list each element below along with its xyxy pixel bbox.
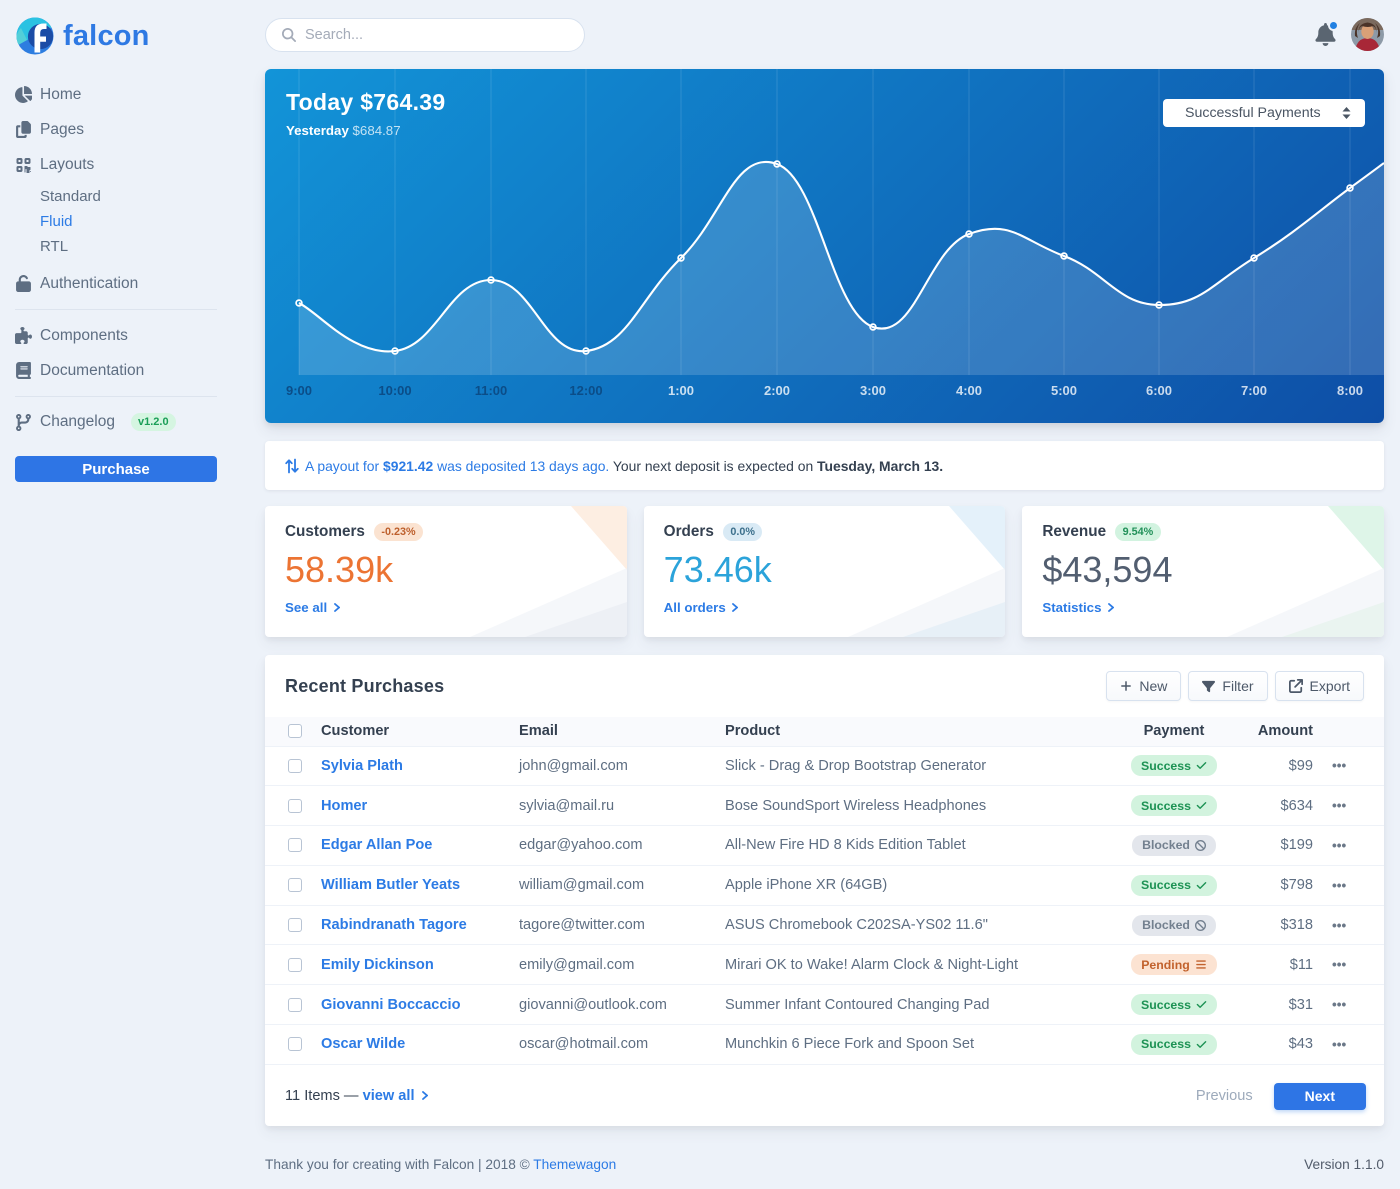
svg-text:8:00: 8:00 (1337, 383, 1363, 398)
svg-text:2:00: 2:00 (764, 383, 790, 398)
svg-text:3:00: 3:00 (860, 383, 886, 398)
svg-text:4:00: 4:00 (956, 383, 982, 398)
svg-text:12:00: 12:00 (569, 383, 602, 398)
svg-text:6:00: 6:00 (1146, 383, 1172, 398)
svg-text:1:00: 1:00 (668, 383, 694, 398)
svg-text:10:00: 10:00 (378, 383, 411, 398)
svg-text:11:00: 11:00 (475, 383, 508, 398)
svg-text:5:00: 5:00 (1051, 383, 1077, 398)
svg-text:9:00: 9:00 (286, 383, 312, 398)
svg-text:7:00: 7:00 (1241, 383, 1267, 398)
